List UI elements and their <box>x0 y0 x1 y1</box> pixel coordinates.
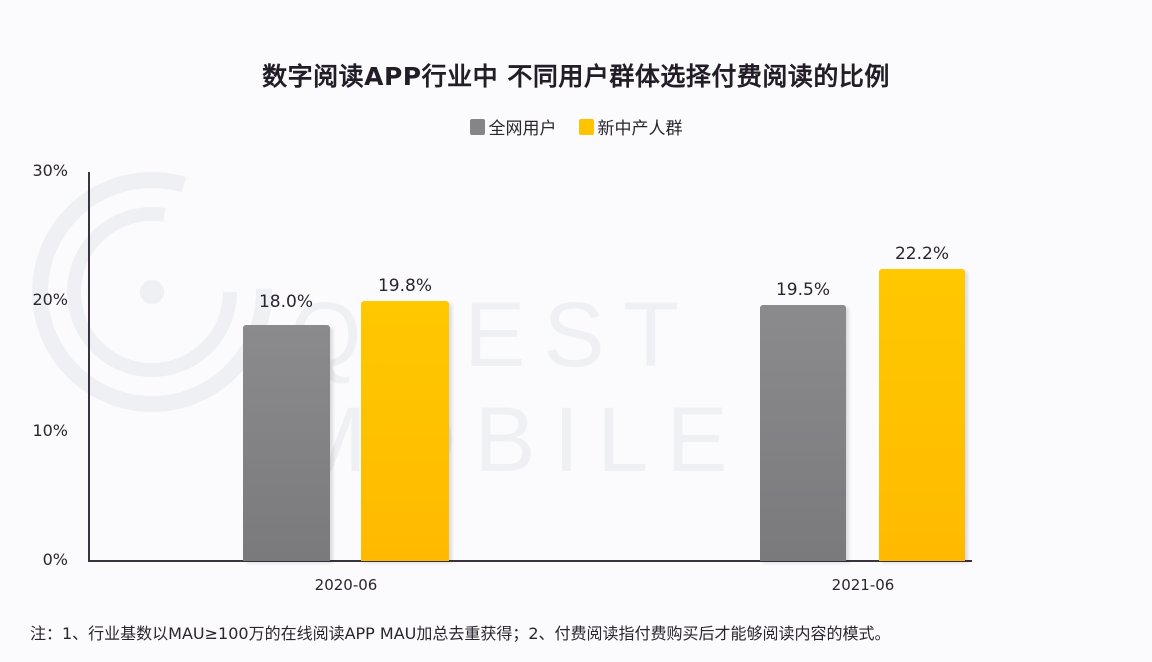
y-tick-10: 10% <box>32 421 68 440</box>
footnote: 注：1、行业基数以MAU≥100万的在线阅读APP MAU加总去重获得；2、付费… <box>30 624 891 643</box>
x-category-2020-06: 2020-06 <box>314 576 378 594</box>
x-axis <box>88 560 972 562</box>
bar-new-middle-class-2021-06[interactable] <box>879 269 965 561</box>
value-label: 22.2% <box>894 244 949 264</box>
y-axis <box>88 172 90 562</box>
chart-title: 数字阅读APP行业中 不同用户群体选择付费阅读的比例 <box>262 62 890 91</box>
x-category-2021-06: 2021-06 <box>831 576 895 594</box>
y-tick-30: 30% <box>32 161 68 180</box>
value-label: 18.0% <box>258 292 313 312</box>
legend-label: 全网用户 <box>488 119 557 139</box>
chart-legend: 全网用户 新中产人群 <box>0 114 1152 139</box>
bar-all-users-2021-06[interactable] <box>760 305 846 561</box>
legend-item-all-users[interactable]: 全网用户 <box>469 114 557 139</box>
legend-label: 新中产人群 <box>597 119 683 139</box>
watermark-text: QUEST MOBILE <box>290 284 746 491</box>
value-label: 19.5% <box>775 280 830 300</box>
value-label: 19.8% <box>377 276 432 296</box>
yellow-swatch-icon <box>578 118 594 135</box>
y-tick-0: 0% <box>42 550 68 569</box>
bar-all-users-2020-06[interactable] <box>243 325 330 561</box>
bar-new-middle-class-2020-06[interactable] <box>361 301 449 561</box>
legend-item-new-middle-class[interactable]: 新中产人群 <box>578 114 683 139</box>
gray-swatch-icon <box>469 118 485 135</box>
y-tick-20: 20% <box>32 290 68 309</box>
